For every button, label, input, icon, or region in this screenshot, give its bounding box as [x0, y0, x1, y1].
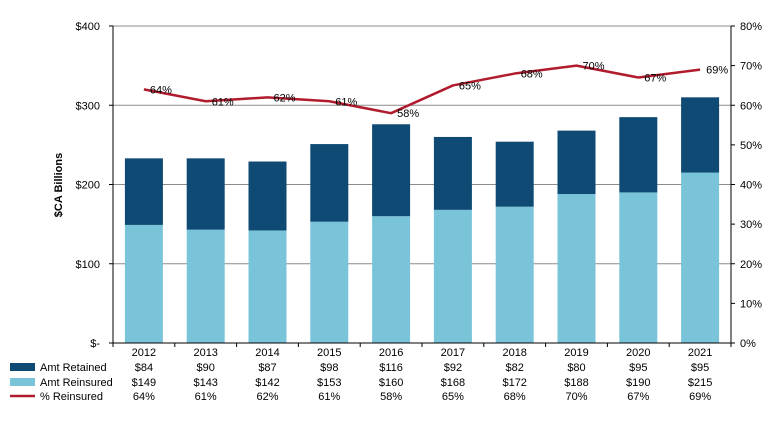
bar-retained [124, 158, 163, 225]
percent-line-path [143, 64, 701, 115]
y2-tick-label: 80% [740, 21, 762, 33]
table-cell: $90 [197, 362, 215, 374]
legend-label: % Reinsured [40, 391, 103, 403]
line-data-label: 68% [521, 69, 543, 81]
table-cell: 67% [627, 391, 649, 403]
table-cell: $80 [567, 362, 585, 374]
table-cell: $172 [502, 377, 526, 389]
y2-tick-label: 40% [740, 180, 762, 192]
bar-reinsured [186, 229, 225, 343]
line-data-label: 65% [459, 80, 481, 92]
line-data-label: 64% [150, 84, 172, 96]
bar-reinsured [681, 172, 720, 343]
line-data-label: 69% [706, 65, 728, 77]
y-tick-label: $100 [76, 259, 100, 271]
line-data-label: 58% [397, 108, 419, 120]
y2-tick-label: 50% [740, 140, 762, 152]
bar-retained [619, 117, 658, 193]
y2-tick-label: 60% [740, 100, 762, 112]
legend-label: Amt Reinsured [40, 377, 113, 389]
bar-reinsured [495, 206, 534, 343]
table-cell: $87 [258, 362, 276, 374]
bar-retained [186, 158, 225, 230]
bar-retained [681, 97, 720, 173]
bar-reinsured [124, 224, 163, 343]
y2-tick-label: 0% [740, 338, 756, 350]
data-table: Amt Retained $84 $90 $87 $98 $116 $92 $82 $80 $95… [10, 362, 712, 403]
table-cell: $168 [441, 377, 465, 389]
y-tick-label: $300 [76, 100, 100, 112]
table-cell: $95 [691, 362, 709, 374]
table-cell: $142 [255, 377, 279, 389]
table-cell: $215 [688, 377, 712, 389]
table-cell: $143 [193, 377, 217, 389]
x-tick-label: 2021 [688, 347, 712, 359]
x-tick-label: 2013 [193, 347, 217, 359]
x-tick-label: 2017 [441, 347, 465, 359]
y-tick-label: $- [90, 338, 100, 350]
legend-label: Amt Retained [40, 362, 107, 374]
x-tick-label: 2015 [317, 347, 341, 359]
table-cell: $116 [379, 362, 403, 374]
y-tick-label: $400 [76, 21, 100, 33]
bar-retained [433, 136, 472, 210]
line-data-label: 67% [644, 73, 666, 85]
bar-reinsured [433, 209, 472, 343]
x-tick-label: 2020 [626, 347, 650, 359]
table-cell: $84 [135, 362, 153, 374]
x-tick-label: 2012 [132, 347, 156, 359]
x-tick-label: 2016 [379, 347, 403, 359]
y-axis-label: $CA Billions [53, 153, 65, 217]
table-cell: $95 [629, 362, 647, 374]
percent-line: 64% 61% 62% 61% 58% 65% 68% 70% 67% 69% [143, 61, 728, 120]
table-cell: 69% [689, 391, 711, 403]
bar-reinsured [619, 192, 658, 343]
legend-swatch [10, 363, 35, 371]
table-cell: 65% [442, 391, 464, 403]
table-cell: $98 [320, 362, 338, 374]
table-cell: $153 [317, 377, 341, 389]
bar-reinsured [248, 230, 287, 343]
table-cell: 61% [195, 391, 217, 403]
bars [124, 97, 720, 343]
table-cell: 70% [565, 391, 587, 403]
table-cell: 58% [380, 391, 402, 403]
bar-reinsured [557, 194, 596, 343]
x-tick-label: 2018 [502, 347, 526, 359]
legend-swatch [10, 378, 35, 386]
bar-retained [557, 130, 596, 195]
table-cell: $160 [379, 377, 403, 389]
x-tick-label: 2014 [255, 347, 279, 359]
line-data-label: 61% [212, 96, 234, 108]
y2-tick-label: 70% [740, 61, 762, 73]
table-cell: $92 [444, 362, 462, 374]
line-data-label: 62% [274, 92, 296, 104]
bar-retained [495, 141, 534, 207]
bar-retained [372, 124, 411, 217]
table-cell: 62% [256, 391, 278, 403]
x-tick-label: 2019 [564, 347, 588, 359]
table-cell: $82 [506, 362, 524, 374]
line-data-label: 70% [583, 61, 605, 73]
y-tick-label: $200 [76, 180, 100, 192]
axes [109, 25, 735, 347]
table-cell: 64% [133, 391, 155, 403]
bar-reinsured [372, 216, 411, 343]
table-cell: 68% [504, 391, 526, 403]
bar-retained [248, 161, 287, 231]
bar-reinsured [310, 221, 349, 343]
line-data-label: 61% [335, 96, 357, 108]
y2-tick-label: 30% [740, 219, 762, 231]
table-cell: $190 [626, 377, 650, 389]
bar-retained [310, 144, 349, 222]
y2-tick-label: 20% [740, 259, 762, 271]
tick-labels: $- $100 $200 $300 $400 0% 10% 20% 30% 40% 50% 60% 70… [76, 21, 763, 359]
table-cell: $149 [132, 377, 156, 389]
table-cell: 61% [318, 391, 340, 403]
y2-tick-label: 10% [740, 298, 762, 310]
table-cell: $188 [564, 377, 588, 389]
